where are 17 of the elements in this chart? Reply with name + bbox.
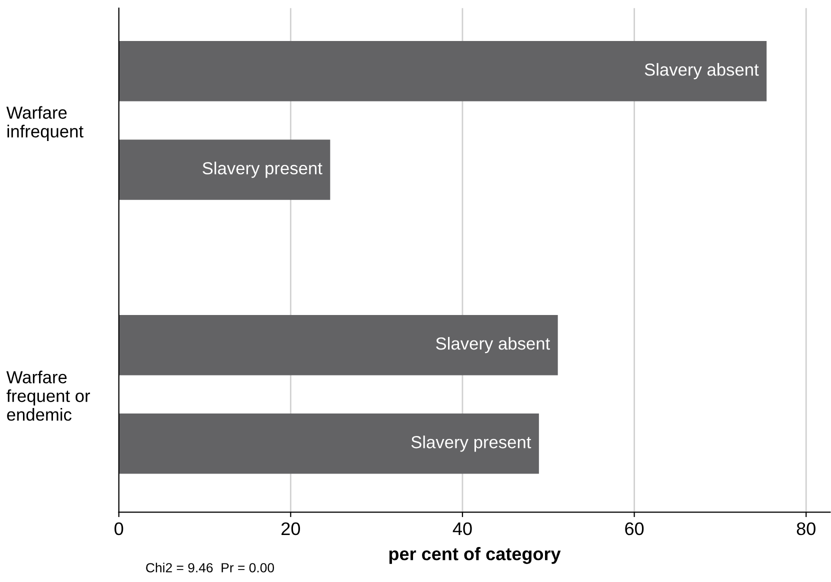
y-tick-label: Warfare infrequent <box>6 106 84 141</box>
text: Slavery absent <box>436 336 550 354</box>
series-label: Slavery present <box>202 162 322 178</box>
x-tick-label: 0 <box>114 522 124 536</box>
bar <box>118 414 539 474</box>
text: Chi2 = 9.46 Pr = 0.00 <box>146 562 274 572</box>
x-tick-label: 80 <box>796 522 816 536</box>
y-tick-label: Warfare frequent or endemic <box>6 370 90 421</box>
x-axis-title: per cent of category <box>389 547 561 564</box>
x-tick-label: 20 <box>282 522 300 536</box>
bar <box>118 140 330 200</box>
x-tick-label: 40 <box>452 522 472 536</box>
bar <box>118 314 558 376</box>
bar <box>118 41 767 102</box>
text: Slavery present <box>411 436 532 452</box>
series-label: Slavery absent <box>644 63 759 80</box>
x-tick-label: 60 <box>625 522 644 536</box>
